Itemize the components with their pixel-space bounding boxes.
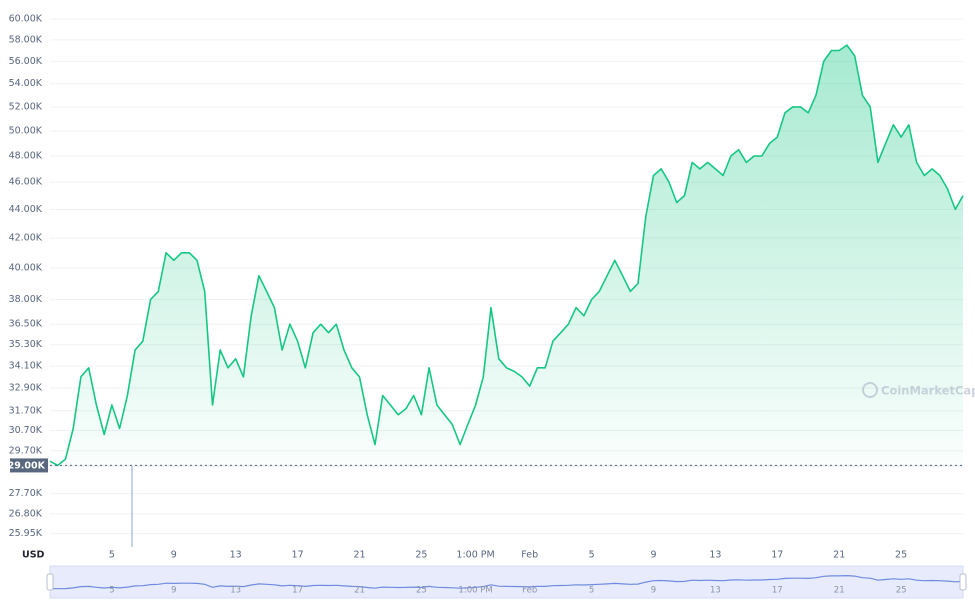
- navigator-tick-label: 9: [171, 586, 176, 596]
- navigator: [49, 565, 964, 599]
- y-tick-label: 27.70K: [9, 488, 43, 499]
- x-tick-label: 17: [771, 550, 783, 561]
- y-tick-label: 25.95K: [9, 528, 43, 539]
- watermark-group: CoinMarketCap: [862, 382, 975, 398]
- currency-label: USD: [22, 550, 45, 561]
- x-tick-label: 17: [292, 550, 304, 561]
- x-tick-label: 25: [895, 550, 907, 561]
- y-tick-label: 34.10K: [9, 360, 43, 371]
- navigator-tick-label: 9: [651, 586, 656, 596]
- y-tick-label: 30.70K: [9, 425, 43, 436]
- x-tick-label: Feb: [521, 550, 538, 561]
- x-tick-label: 13: [709, 550, 721, 561]
- navigator-tick-label: 5: [109, 586, 114, 596]
- y-tick-label: 60.00K: [9, 14, 43, 25]
- x-tick-label: 5: [109, 550, 115, 561]
- navigator-line: [49, 574, 964, 590]
- y-tick-label: 40.00K: [9, 262, 43, 273]
- y-tick-label: 32.90K: [9, 382, 43, 393]
- y-tick-label: 56.00K: [9, 56, 43, 67]
- y-tick-label: 44.00K: [9, 204, 43, 215]
- price-area: [50, 45, 963, 466]
- y-tick-label: 58.00K: [9, 34, 43, 45]
- y-tick-label: 36.50K: [9, 319, 43, 330]
- price-marker-label: 29.00K: [8, 460, 46, 471]
- y-tick-label: 46.00K: [9, 177, 43, 188]
- navigator-tick-label: 13: [230, 586, 241, 596]
- navigator-tick-label: 1:00 PM: [458, 586, 492, 596]
- y-tick-label: 38.00K: [9, 294, 43, 305]
- navigator-handle: [959, 573, 967, 591]
- y-tick-label: 35.30K: [9, 339, 43, 350]
- navigator-tick-label: 21: [354, 586, 365, 596]
- price-marker-box: [10, 458, 48, 473]
- y-tick-label: 48.00K: [9, 151, 43, 162]
- y-tick-label: 31.70K: [9, 405, 43, 416]
- navigator-handle: [46, 573, 54, 591]
- navigator-tick-label: 25: [416, 586, 427, 596]
- x-tick-label: 21: [833, 550, 845, 561]
- y-tick-label: 29.70K: [9, 445, 43, 456]
- price-line: [49, 44, 964, 467]
- x-tick-label: 13: [230, 550, 242, 561]
- x-tick-label: 21: [353, 550, 365, 561]
- x-tick-label: 9: [650, 550, 656, 561]
- navigator-tick-label: 13: [710, 586, 721, 596]
- y-tick-label: 54.00K: [9, 78, 43, 89]
- watermark-icon: [862, 382, 878, 398]
- x-tick-label: 9: [171, 550, 177, 561]
- x-tick-label: 5: [589, 550, 595, 561]
- x-tick-label: 1:00 PM: [456, 550, 494, 561]
- navigator-tick-label: 21: [834, 586, 845, 596]
- navigator-tick-label: 5: [589, 586, 594, 596]
- y-tick-label: 26.80K: [9, 508, 43, 519]
- navigator-tick-label: 17: [292, 586, 303, 596]
- navigator-tick-label: Feb: [522, 586, 537, 596]
- y-tick-label: 52.00K: [9, 101, 43, 112]
- navigator-tick-label: 25: [896, 586, 907, 596]
- axes: 60.00K 58.00K 56.00K 54.00K 52.00K 50.00K 48.0…: [8, 14, 963, 596]
- y-tick-label: 42.00K: [9, 233, 43, 244]
- x-tick-label: 25: [415, 550, 427, 561]
- plot: [46, 44, 967, 599]
- y-tick-label: 50.00K: [9, 125, 43, 136]
- watermark: CoinMarketCap: [881, 384, 975, 398]
- navigator-tick-label: 17: [772, 586, 783, 596]
